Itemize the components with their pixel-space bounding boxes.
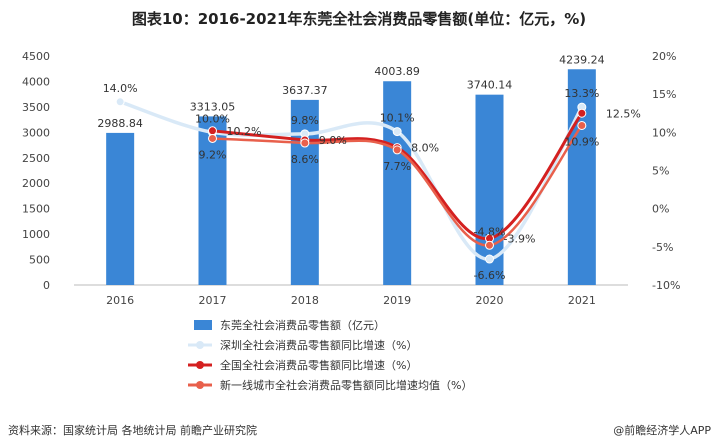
bar bbox=[198, 116, 227, 286]
y-right-tick-label: 0% bbox=[652, 203, 669, 216]
x-tick-label: 2019 bbox=[383, 294, 411, 307]
y-right-tick-label: -5% bbox=[652, 241, 673, 254]
x-tick-label: 2017 bbox=[199, 294, 227, 307]
legend: 东莞全社会消费品零售额（亿元） 深圳全社会消费品零售额同比增速（%） 全国全社会消费… bbox=[188, 318, 472, 392]
y-axis-right: -10% -5% 0% 5% 10% 15% 20% bbox=[652, 50, 680, 292]
chart-title: 图表10：2016-2021年东莞全社会消费品零售额(单位：亿元，%) bbox=[132, 10, 586, 28]
y-left-tick-label: 1500 bbox=[22, 203, 50, 216]
series-point bbox=[208, 133, 217, 143]
series-point bbox=[300, 138, 310, 148]
source-note: 资料来源：国家统计局 各地统计局 前瞻产业研究院 bbox=[8, 423, 257, 437]
series-data-label: 10.0% bbox=[195, 112, 230, 125]
y-left-tick-label: 3500 bbox=[22, 101, 50, 114]
series-data-label: 7.7% bbox=[383, 160, 411, 173]
series-point bbox=[392, 145, 402, 155]
series-line bbox=[211, 111, 584, 240]
y-right-tick-label: 20% bbox=[652, 50, 676, 63]
y-right-tick-label: -10% bbox=[652, 279, 680, 292]
series-point bbox=[392, 127, 402, 137]
bar-value-label: 4003.89 bbox=[374, 65, 420, 78]
series-data-label: 13.3% bbox=[564, 87, 599, 100]
series-data-label: 9.8% bbox=[291, 114, 319, 127]
y-right-tick-label: 15% bbox=[652, 88, 676, 101]
series-point bbox=[577, 120, 587, 130]
bar-value-label: 3740.14 bbox=[467, 79, 513, 92]
x-axis: 2016 2017 2018 2019 2020 2021 bbox=[106, 294, 596, 307]
legend-swatch-marker bbox=[196, 341, 204, 349]
x-tick-label: 2021 bbox=[568, 294, 596, 307]
series-data-label: 8.0% bbox=[411, 142, 439, 155]
bar bbox=[106, 132, 135, 285]
series-point bbox=[208, 126, 217, 136]
bar-value-label: 4239.24 bbox=[559, 53, 605, 66]
y-left-tick-label: 2000 bbox=[22, 177, 50, 190]
bar-value-label: 3313.05 bbox=[190, 100, 236, 113]
bar-value-label: 2988.84 bbox=[97, 117, 143, 130]
series-point bbox=[577, 108, 587, 118]
legend-label: 新一线城市全社会消费品零售额同比增速均值（%） bbox=[220, 378, 472, 392]
series-data-label: 9.2% bbox=[199, 148, 227, 161]
series-data-label: 14.0% bbox=[103, 82, 138, 95]
series-data-label: -6.6% bbox=[474, 269, 506, 282]
series-data-label: -4.8% bbox=[474, 225, 506, 238]
y-left-tick-label: 3000 bbox=[22, 126, 50, 139]
line-series bbox=[115, 97, 587, 264]
bar bbox=[383, 81, 412, 285]
legend-label: 深圳全社会消费品零售额同比增速（%） bbox=[220, 338, 417, 352]
y-left-tick-label: 4500 bbox=[22, 50, 50, 63]
bar-data-labels: 2988.84 3313.05 3637.37 4003.89 3740.14 4239.… bbox=[97, 53, 604, 130]
legend-swatch-bar bbox=[194, 320, 212, 330]
x-tick-label: 2016 bbox=[106, 294, 134, 307]
line-data-labels: 14.0%10.0% 9.8% 10.1%-6.6%13.3%10.2%9.0%8.… bbox=[103, 82, 641, 282]
bar bbox=[567, 69, 596, 286]
y-axis-left: 0 500 1000 1500 2000 2500 3000 3500 4000 4500 bbox=[22, 50, 50, 292]
series-data-label: 10.2% bbox=[227, 125, 262, 138]
legend-label: 东莞全社会消费品零售额（亿元） bbox=[220, 318, 385, 332]
series-data-label: -3.9% bbox=[504, 232, 536, 245]
y-right-tick-label: 10% bbox=[652, 126, 676, 139]
bar-series bbox=[106, 69, 596, 286]
legend-swatch-marker bbox=[196, 361, 204, 369]
brand-label: @前瞻经济学人APP bbox=[613, 423, 711, 437]
x-tick-label: 2018 bbox=[291, 294, 319, 307]
series-data-label: 12.5% bbox=[606, 107, 641, 120]
y-left-tick-label: 1000 bbox=[22, 228, 50, 241]
legend-swatch-marker bbox=[196, 381, 204, 389]
series-data-label: 10.1% bbox=[380, 112, 415, 125]
series-point bbox=[485, 240, 494, 250]
legend-label: 全国全社会消费品零售额同比增速（%） bbox=[220, 358, 417, 372]
y-left-tick-label: 500 bbox=[29, 254, 50, 267]
bar-value-label: 3637.37 bbox=[282, 84, 328, 97]
series-data-label: 10.9% bbox=[564, 135, 599, 148]
y-right-tick-label: 5% bbox=[652, 165, 669, 178]
series-point bbox=[115, 97, 125, 107]
x-tick-label: 2020 bbox=[476, 294, 504, 307]
series-data-label: 8.6% bbox=[291, 153, 319, 166]
y-left-tick-label: 4000 bbox=[22, 75, 50, 88]
series-data-label: 9.0% bbox=[319, 134, 347, 147]
bar bbox=[290, 99, 319, 285]
series-line bbox=[211, 124, 584, 247]
series-point bbox=[485, 254, 494, 264]
y-left-tick-label: 2500 bbox=[22, 152, 50, 165]
y-left-tick-label: 0 bbox=[43, 279, 50, 292]
